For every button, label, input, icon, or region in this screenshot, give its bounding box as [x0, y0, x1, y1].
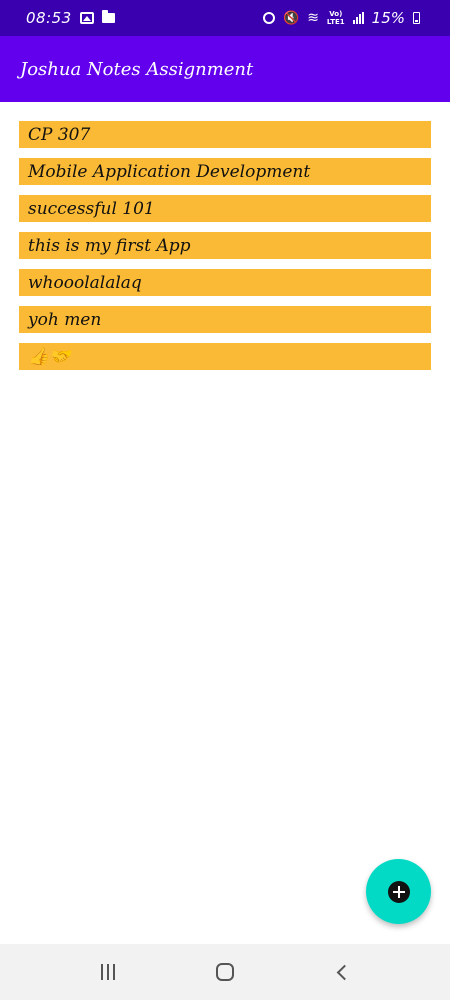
list-item[interactable]: 👍🤝 [19, 343, 431, 370]
status-right: 🔇 ≋ Vo) LTE1 15% [263, 9, 420, 27]
status-bar: 08:53 🔇 ≋ Vo) LTE1 15% [0, 0, 450, 36]
home-button[interactable] [205, 952, 245, 992]
recents-button[interactable] [88, 952, 128, 992]
add-note-button[interactable] [366, 859, 431, 924]
battery-percent: 15% [371, 9, 405, 27]
signal-icon [352, 12, 364, 24]
lte-icon: Vo) LTE1 [326, 10, 345, 26]
list-item[interactable]: Mobile Application Development [19, 158, 431, 185]
home-icon [215, 963, 234, 981]
wifi-icon: ≋ [307, 10, 319, 26]
recents-icon [101, 964, 116, 980]
image-icon [79, 12, 94, 24]
back-button[interactable] [322, 952, 362, 992]
battery-icon [413, 12, 420, 24]
navigation-bar [0, 944, 450, 1000]
list-item[interactable]: this is my first App [19, 232, 431, 259]
add-icon [387, 880, 410, 903]
folder-icon [101, 10, 115, 23]
status-left: 08:53 [26, 9, 115, 27]
app-title: Joshua Notes Assignment [20, 58, 254, 80]
list-item[interactable]: CP 307 [19, 121, 431, 148]
back-icon [336, 964, 353, 980]
list-item[interactable]: whooolalalaq [19, 269, 431, 296]
alarm-icon [263, 12, 275, 24]
app-bar: Joshua Notes Assignment [0, 36, 450, 102]
list-item[interactable]: successful 101 [19, 195, 431, 222]
list-item[interactable]: yoh men [19, 306, 431, 333]
status-time: 08:53 [26, 9, 72, 27]
notes-list: CP 307 Mobile Application Development su… [19, 121, 431, 380]
mute-icon: 🔇 [283, 10, 300, 26]
